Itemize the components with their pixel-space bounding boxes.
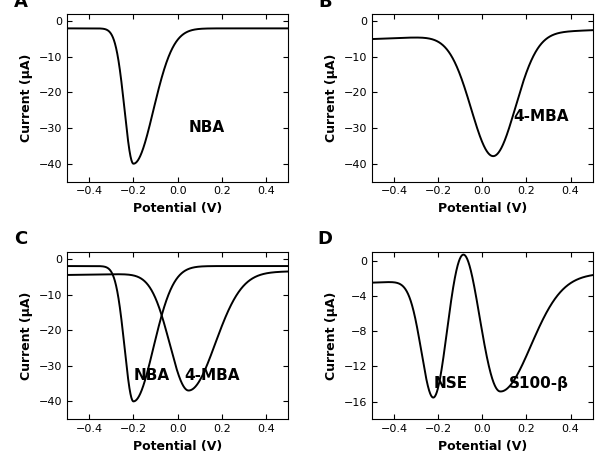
Text: NSE: NSE: [434, 376, 468, 391]
Y-axis label: Current (μA): Current (μA): [325, 54, 338, 142]
Text: NBA: NBA: [133, 368, 170, 383]
X-axis label: Potential (V): Potential (V): [133, 439, 222, 453]
X-axis label: Potential (V): Potential (V): [133, 202, 222, 215]
X-axis label: Potential (V): Potential (V): [437, 439, 527, 453]
X-axis label: Potential (V): Potential (V): [437, 202, 527, 215]
Text: A: A: [13, 0, 27, 11]
Text: 4-MBA: 4-MBA: [513, 109, 569, 124]
Text: NBA: NBA: [189, 120, 225, 135]
Y-axis label: Current (μA): Current (μA): [325, 291, 338, 380]
Text: C: C: [14, 230, 27, 249]
Y-axis label: Current (μA): Current (μA): [20, 291, 33, 380]
Y-axis label: Current (μA): Current (μA): [20, 54, 33, 142]
Text: S100-β: S100-β: [509, 376, 569, 391]
Text: D: D: [317, 230, 332, 249]
Text: 4-MBA: 4-MBA: [185, 368, 240, 383]
Text: B: B: [318, 0, 332, 11]
